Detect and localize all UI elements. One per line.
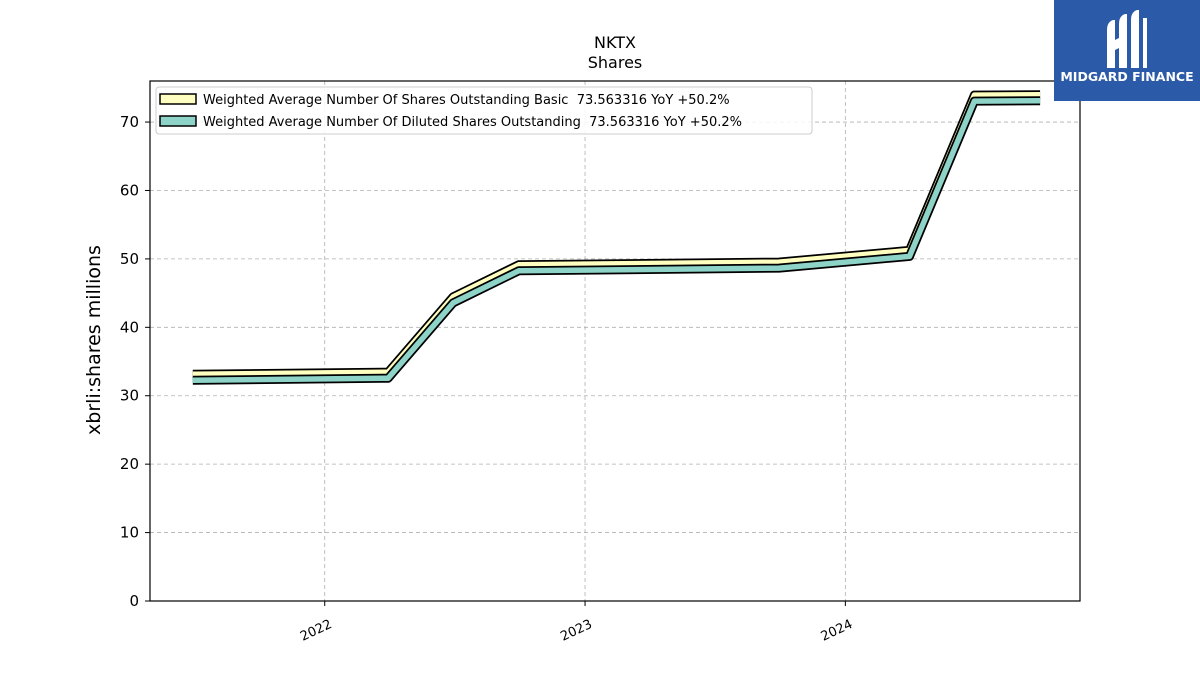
- series-outline-0: [192, 90, 1041, 379]
- x-tick-label: 2023: [558, 617, 594, 645]
- legend-label-diluted: Weighted Average Number Of Diluted Share…: [203, 115, 742, 130]
- y-tick-label: 20: [120, 455, 139, 473]
- legend: Weighted Average Number Of Shares Outsta…: [155, 86, 813, 135]
- y-tick-label: 0: [129, 592, 139, 610]
- legend-frame: [155, 86, 813, 135]
- y-tick-label: 70: [120, 113, 139, 131]
- series-lines: [192, 90, 1041, 385]
- y-tick-label: 60: [120, 181, 139, 199]
- plot-frame: [149, 80, 1081, 602]
- grid-lines: [150, 81, 1080, 601]
- y-tick-label: 10: [120, 524, 139, 542]
- x-axis: 2022 2023 2024: [298, 601, 855, 645]
- chart-title: NKTX: [594, 33, 636, 52]
- series-outline-1: [192, 96, 1041, 385]
- logo-text: MIDGARD FINANCE: [1060, 69, 1194, 84]
- logo: MIDGARD FINANCE: [1054, 0, 1200, 101]
- y-tick-label: 50: [120, 250, 139, 268]
- y-axis: 0 10 20 30 40 50 60 70: [120, 113, 150, 610]
- x-tick-label: 2022: [298, 617, 334, 645]
- y-tick-label: 40: [120, 318, 139, 336]
- x-tick-label: 2024: [819, 617, 855, 645]
- series-line-1: [192, 97, 1041, 384]
- y-tick-label: 30: [120, 387, 139, 405]
- legend-swatch-basic: [159, 93, 197, 105]
- legend-label-basic: Weighted Average Number Of Shares Outsta…: [203, 93, 730, 108]
- legend-swatch-diluted: [159, 115, 197, 127]
- y-axis-label: xbrli:shares millions: [83, 245, 105, 435]
- logo-mark-icon: [1107, 10, 1147, 68]
- chart-subtitle: Shares: [588, 53, 643, 72]
